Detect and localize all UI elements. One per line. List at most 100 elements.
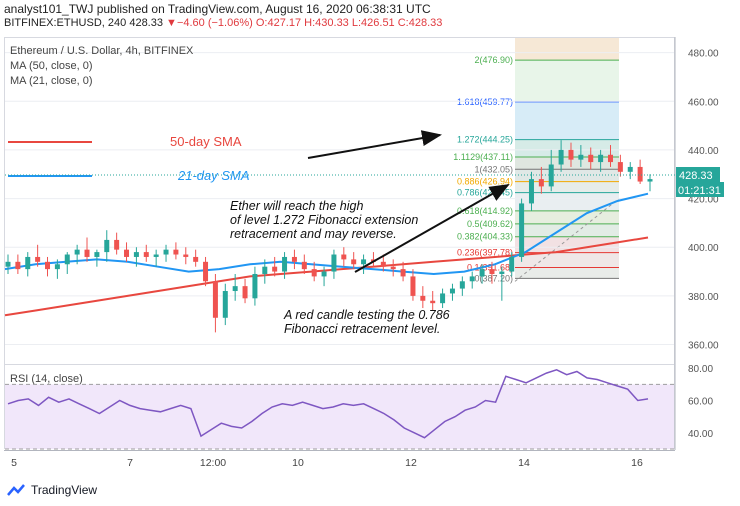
fib-level-label: 1(432.05)	[474, 164, 513, 174]
candle-up	[282, 256, 288, 272]
candle-up	[331, 254, 337, 272]
ohlc-values: O:427.17 H:430.33 L:426.51 C:428.33	[255, 17, 443, 29]
candle-up	[627, 166, 633, 172]
candle-up	[479, 269, 485, 277]
annotation-high: Ether will reach the high of level 1.272…	[230, 199, 418, 241]
candle-up	[74, 249, 80, 255]
fib-zone	[515, 236, 619, 253]
annotation-candle: A red candle testing the 0.786 Fibonacci…	[283, 308, 450, 336]
candle-up	[499, 271, 505, 274]
candle-up	[252, 273, 258, 299]
candle-up	[449, 288, 455, 294]
fib-level-label: 0.618(414.92)	[457, 206, 513, 216]
publisher-line: analyst101_TWJ published on TradingView.…	[4, 2, 431, 16]
price-change: −4.60 (−1.06%)	[176, 17, 253, 29]
candle-up	[469, 276, 475, 282]
candle-up	[647, 179, 653, 182]
candle-down	[311, 269, 317, 277]
fib-level-label: 0.1(391.68)	[467, 262, 513, 272]
price-tick-label: 480.00	[688, 49, 719, 60]
candle-down	[15, 261, 21, 270]
candle-up	[321, 271, 327, 277]
fib-level-label: 0.5(409.62)	[467, 219, 513, 229]
candle-down	[183, 254, 189, 257]
fib-level-label: 0.382(404.33)	[457, 232, 513, 242]
candle-up	[440, 293, 446, 304]
candle-down	[538, 179, 544, 187]
fib-level-label: 0.236(397.78)	[457, 248, 513, 258]
candle-down	[143, 252, 149, 257]
candle-down	[568, 149, 574, 160]
candle-down	[124, 249, 130, 257]
moving-averages	[4, 192, 649, 317]
down-triangle-icon: ▼	[166, 17, 177, 29]
rsi-line	[7, 368, 649, 439]
candles	[5, 140, 653, 333]
time-tick-label: 5	[11, 457, 17, 469]
candle-up	[509, 256, 515, 272]
time-tick-label: 10	[292, 457, 304, 469]
candle-up	[519, 203, 525, 257]
fib-level-label: 2(476.90)	[474, 55, 513, 65]
candle-down	[84, 249, 90, 257]
fib-trend-line	[514, 198, 620, 282]
time-axis-labels: 5 7 12:00 10 12 14 16	[11, 457, 643, 469]
candle-down	[489, 269, 495, 274]
fib-zone	[515, 223, 619, 237]
candle-down	[588, 154, 594, 163]
brand-label: TradingView	[31, 483, 98, 497]
candle-down	[400, 269, 406, 277]
candle-down	[380, 261, 386, 267]
sma50-line	[4, 236, 649, 317]
ma50-legend: MA (50, close, 0)	[10, 60, 93, 72]
time-tick-label: 16	[631, 457, 643, 469]
sma21-key-label: 21-day SMA	[177, 168, 250, 183]
rsi-band	[5, 384, 674, 449]
candle-down	[607, 154, 613, 163]
fib-zone	[515, 60, 619, 102]
svg-text:retracement and may reverse.: retracement and may reverse.	[230, 227, 397, 241]
countdown-tag	[676, 182, 724, 197]
candle-up	[104, 239, 110, 253]
svg-text:A red candle testing the 0.786: A red candle testing the 0.786	[283, 308, 450, 322]
fib-level-label: 1.1129(437.11)	[453, 152, 513, 162]
last-price: 428.33	[129, 17, 163, 29]
candle-down	[341, 254, 347, 260]
candle-down	[173, 249, 179, 255]
candle-up	[459, 281, 465, 289]
fib-zone	[515, 139, 619, 157]
candle-up	[94, 252, 100, 257]
fib-level-label: 0.886(426.94)	[457, 177, 513, 187]
candle-up	[25, 256, 31, 270]
time-tick-label: 7	[127, 457, 133, 469]
svg-text:of level 1.272 Fibonacci exten: of level 1.272 Fibonacci extension	[230, 213, 418, 227]
price-tick-label: 380.00	[688, 292, 719, 303]
candle-down	[212, 281, 218, 318]
candle-down	[193, 256, 199, 262]
candle-down	[420, 295, 426, 301]
annotation-arrow-high	[307, 130, 442, 159]
price-tick-label: 460.00	[688, 97, 719, 108]
price-tick-label: 400.00	[688, 243, 719, 254]
candle-up	[528, 179, 534, 204]
tradingview-logo[interactable]: TradingView	[6, 483, 97, 497]
candle-down	[351, 259, 357, 265]
candle-up	[558, 149, 564, 165]
price-tag-value: 428.33	[679, 170, 713, 182]
rsi-tick-label: 40.00	[688, 429, 713, 440]
price-tick-label: 420.00	[688, 195, 719, 206]
fib-level-label: 1.618(459.77)	[457, 97, 513, 107]
time-tick-label: 12:00	[200, 457, 226, 469]
candle-down	[430, 300, 436, 304]
candle-down	[301, 261, 307, 270]
annotation-arrow-candle	[354, 184, 510, 273]
candle-up	[578, 154, 584, 160]
fib-zone	[515, 156, 619, 170]
fib-zone	[515, 181, 619, 193]
candle-down	[637, 166, 643, 182]
rsi-indicator	[5, 368, 674, 450]
sma21-line	[4, 192, 649, 276]
candle-down	[410, 276, 416, 296]
